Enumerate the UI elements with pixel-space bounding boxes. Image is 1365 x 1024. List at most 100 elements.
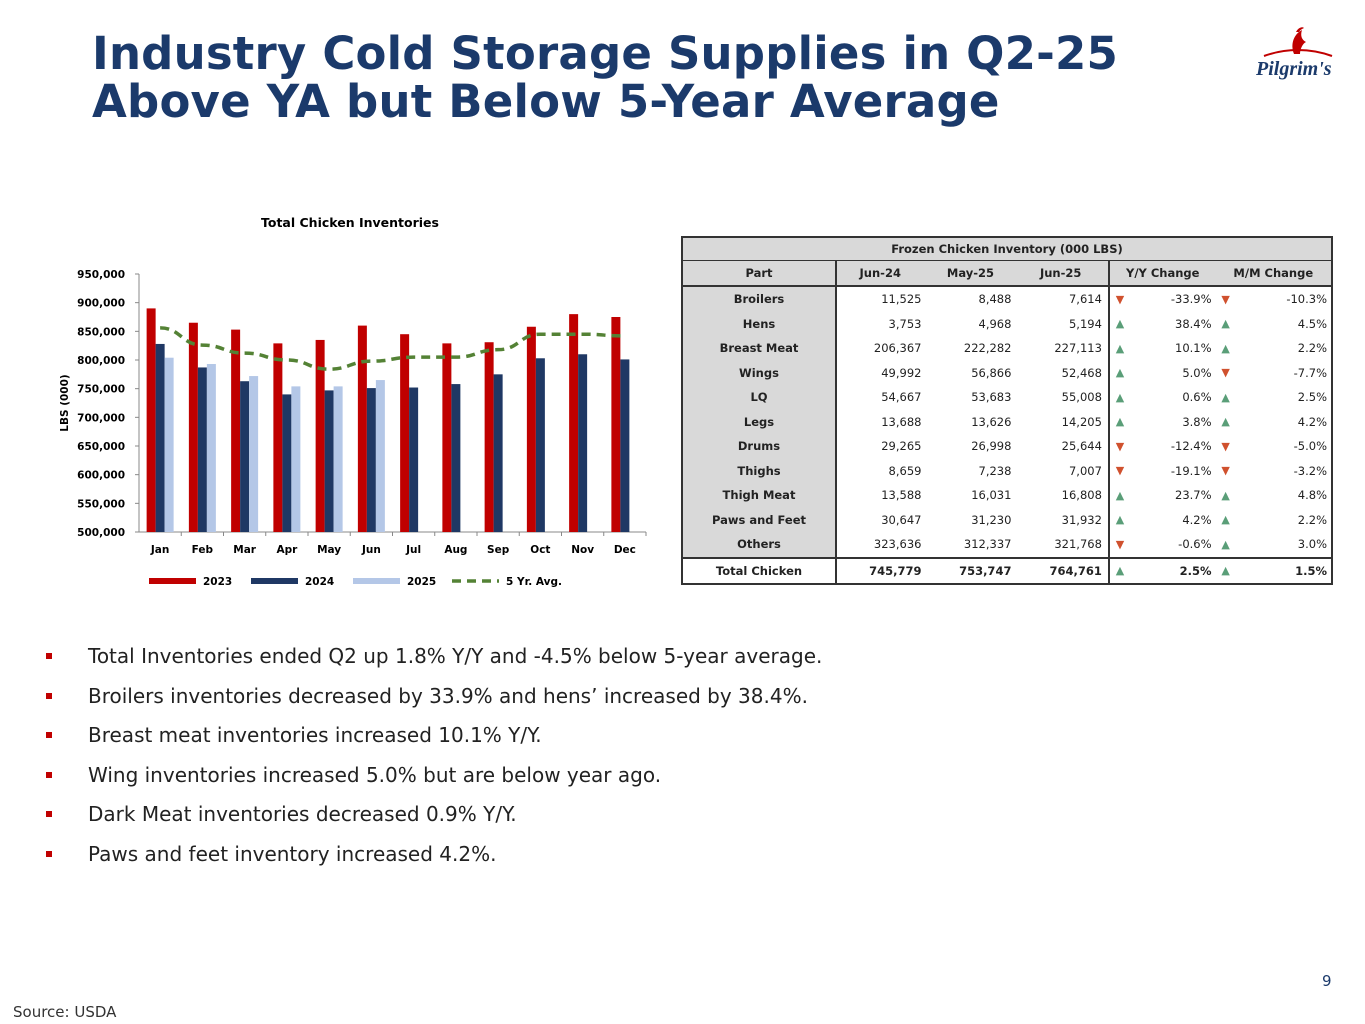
- cell-yy-change: -12.4%: [1170, 439, 1212, 454]
- up-triangle-icon: ▲: [1221, 317, 1230, 331]
- cell-jun25: 227,113: [1054, 341, 1102, 356]
- up-triangle-icon: ▲: [1221, 537, 1230, 551]
- cell-yy-change: 4.2%: [1182, 512, 1212, 527]
- up-triangle-icon: ▲: [1107, 360, 1130, 385]
- cell-may25: 312,337: [963, 537, 1012, 552]
- legend-swatch-2024: [251, 578, 298, 584]
- down-triangle-icon: ▼: [1107, 458, 1130, 483]
- cell-part: Thigh Meat: [681, 483, 837, 508]
- cell-part: LQ: [681, 385, 837, 410]
- y-tick-label: 750,000: [77, 384, 125, 396]
- bar-2025-apr: [291, 386, 301, 532]
- cell-yy-change: -33.9%: [1170, 292, 1212, 307]
- cell-mm-change: 4.8%: [1235, 483, 1334, 508]
- cell-part: Hens: [681, 311, 837, 336]
- legend-label: 2025: [407, 576, 436, 588]
- bullet-square-icon: [46, 811, 52, 817]
- cell-yy-change: 2.5%: [1129, 556, 1216, 585]
- x-tick-label: May: [317, 544, 341, 556]
- cell-yy-change: 3.8%: [1182, 414, 1212, 429]
- bar-2023-may: [315, 339, 325, 532]
- bullet-square-icon: [46, 732, 52, 738]
- legend-swatch-2025: [353, 578, 400, 584]
- table-row: LQ 54,667 53,683 55,008 ▲ 0.6% ▲ 2.5%: [681, 385, 1334, 410]
- cell-part: Drums: [681, 434, 837, 459]
- cell-jun25: 25,644: [1061, 439, 1102, 454]
- frozen-chicken-inventory-table: Frozen Chicken Inventory (000 LBS) Part …: [681, 236, 1334, 585]
- cell-may25: 4,968: [978, 316, 1012, 331]
- header-may25: May-25: [927, 260, 1018, 287]
- cell-may25: 16,031: [971, 488, 1012, 503]
- cell-may25: 222,282: [963, 341, 1012, 356]
- cell-jun25: 7,007: [1068, 463, 1102, 478]
- cell-yy-change: 0.6%: [1182, 390, 1212, 405]
- bar-2024-sep: [493, 374, 503, 532]
- up-triangle-icon: ▲: [1221, 341, 1230, 355]
- x-tick-label: Jun: [361, 544, 381, 556]
- cell-may25: 56,866: [971, 365, 1012, 380]
- up-triangle-icon: ▲: [1107, 336, 1130, 361]
- bar-2023-dec: [611, 317, 621, 532]
- title-line-2: Above YA but Below 5-Year Average: [92, 75, 1000, 128]
- cell-jun25: 14,205: [1061, 414, 1102, 429]
- bar-2023-oct: [526, 326, 536, 532]
- up-triangle-icon: ▲: [1107, 311, 1130, 336]
- up-triangle-icon: ▲: [1107, 556, 1130, 585]
- cell-mm-change: 4.2%: [1235, 409, 1334, 434]
- cell-jun24: 3,753: [888, 316, 922, 331]
- cell-jun25: 52,468: [1061, 365, 1102, 380]
- legend-label: 2024: [305, 576, 334, 588]
- title-line-1: Industry Cold Storage Supplies in Q2-25: [92, 27, 1119, 80]
- bullet-item: Dark Meat inventories decreased 0.9% Y/Y…: [44, 800, 822, 840]
- logo-text: Pilgrim's: [1256, 58, 1332, 80]
- cell-jun24: 29,265: [881, 439, 922, 454]
- bar-2023-feb: [188, 322, 198, 532]
- cell-yy-change: -0.6%: [1178, 537, 1212, 552]
- bar-2025-jun: [375, 380, 385, 532]
- bar-2025-jan: [164, 357, 174, 532]
- cell-mm-change: 4.5%: [1235, 311, 1334, 336]
- bar-2024-feb: [197, 367, 207, 532]
- up-triangle-icon: ▲: [1215, 556, 1236, 585]
- cell-jun24: 323,636: [873, 537, 922, 552]
- bullet-item: Broilers inventories decreased by 33.9% …: [44, 682, 822, 722]
- y-tick-label: 650,000: [77, 441, 125, 453]
- cell-jun25: 31,932: [1061, 512, 1102, 527]
- cell-may25: 13,626: [971, 414, 1012, 429]
- table-row: Paws and Feet 30,647 31,230 31,932 ▲ 4.2…: [681, 507, 1334, 532]
- up-triangle-icon: ▲: [1107, 409, 1130, 434]
- down-triangle-icon: ▼: [1221, 439, 1230, 453]
- cell-jun25: 321,768: [1054, 537, 1102, 552]
- bullet-list: Total Inventories ended Q2 up 1.8% Y/Y a…: [44, 642, 822, 879]
- cell-mm-change: 2.2%: [1235, 336, 1334, 361]
- cell-jun24: 13,588: [881, 488, 922, 503]
- table-row: Thighs 8,659 7,238 7,007 ▼ -19.1% ▼ -3.2…: [681, 458, 1334, 483]
- header-jun25: Jun-25: [1017, 260, 1109, 287]
- bullet-text: Breast meat inventories increased 10.1% …: [88, 723, 542, 747]
- cell-mm-change: -10.3%: [1235, 286, 1334, 312]
- bar-2024-mar: [240, 381, 250, 532]
- bar-2023-apr: [273, 343, 283, 532]
- cell-jun24: 54,667: [881, 390, 922, 405]
- rooster-icon: [1263, 27, 1333, 57]
- bullet-text: Paws and feet inventory increased 4.2%.: [88, 841, 497, 866]
- table-row: Thigh Meat 13,588 16,031 16,808 ▲ 23.7% …: [681, 483, 1334, 508]
- header-mm-change: M/M Change: [1215, 260, 1334, 287]
- x-tick-label: Sep: [487, 544, 510, 556]
- cell-part: Wings: [681, 360, 837, 385]
- cell-jun24: 13,688: [881, 414, 922, 429]
- cell-mm-change: -3.2%: [1235, 458, 1334, 483]
- cell-jun24: 8,659: [888, 463, 922, 478]
- bar-2024-dec: [620, 359, 630, 532]
- y-tick-label: 600,000: [77, 470, 125, 482]
- x-tick-label: Apr: [276, 544, 298, 556]
- x-tick-label: Oct: [530, 544, 550, 556]
- table-row: Drums 29,265 26,998 25,644 ▼ -12.4% ▼ -5…: [681, 434, 1334, 459]
- bar-2023-jan: [146, 308, 156, 532]
- header-jun24: Jun-24: [836, 260, 928, 287]
- cell-part: Breast Meat: [681, 336, 837, 361]
- bullet-square-icon: [46, 653, 52, 659]
- up-triangle-icon: ▲: [1107, 385, 1130, 410]
- bullet-text: Total Inventories ended Q2 up 1.8% Y/Y a…: [88, 644, 823, 668]
- cell-mm-change: 2.2%: [1235, 507, 1334, 532]
